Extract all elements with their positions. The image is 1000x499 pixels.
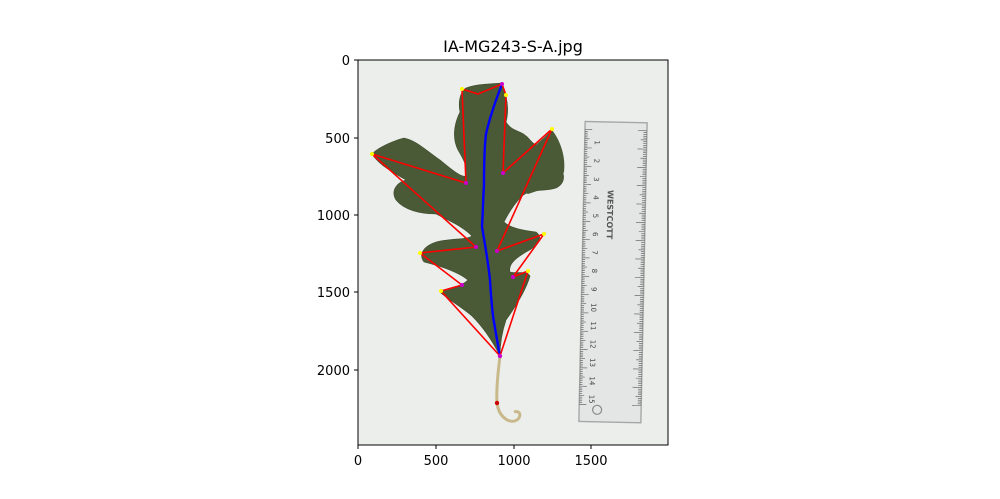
lobe-tip — [526, 269, 530, 273]
ruler-number: 15 — [587, 395, 595, 404]
x-tick-label: 0 — [354, 454, 362, 469]
sinus-point — [501, 171, 505, 175]
y-axis: 0 500 1000 1500 2000 — [317, 54, 358, 379]
ruler-number: 3 — [592, 177, 600, 182]
lobe-tip — [550, 127, 554, 131]
ruler-number: 11 — [589, 321, 597, 330]
ruler-number: 13 — [588, 358, 596, 367]
apex-point — [500, 82, 504, 86]
sinus-point — [460, 283, 464, 287]
ruler-number: 2 — [592, 159, 600, 164]
ruler-number: 8 — [590, 269, 598, 274]
x-axis: 0 500 1000 1500 — [354, 445, 608, 469]
x-tick-label: 1000 — [497, 454, 530, 469]
ruler-number: 6 — [591, 232, 599, 237]
y-tick-label: 2000 — [317, 364, 350, 379]
ruler-number: 7 — [590, 250, 598, 255]
plot-title: IA-MG243-S-A.jpg — [443, 37, 583, 56]
lobe-tip — [370, 152, 374, 156]
petiole-point — [494, 400, 500, 406]
ruler-number: 14 — [588, 376, 596, 386]
x-tick-label: 1500 — [574, 454, 607, 469]
sinus-point — [474, 245, 478, 249]
sinus-points — [460, 82, 515, 359]
y-tick-label: 500 — [325, 132, 350, 147]
ruler-number: 1 — [593, 140, 601, 145]
lobe-outline — [371, 82, 553, 357]
y-tick-label: 1500 — [317, 286, 350, 301]
x-tick-label: 500 — [424, 454, 449, 469]
y-tick-label: 1000 — [317, 209, 350, 224]
ruler-ticks — [579, 129, 647, 407]
ruler-number: 12 — [588, 340, 596, 349]
sinus-point — [495, 249, 499, 253]
sinus-point — [511, 275, 515, 279]
sinus-point — [464, 181, 468, 185]
ruler-body — [578, 120, 648, 424]
base-point — [497, 353, 503, 359]
axes-frame — [357, 59, 669, 446]
ruler-number: 9 — [590, 287, 598, 292]
ruler-number: 5 — [591, 214, 599, 219]
ruler-number: 4 — [591, 195, 599, 200]
ruler-brand: WESTCOTT — [605, 190, 615, 240]
lobe-tip — [542, 232, 546, 236]
ruler-hole — [592, 404, 603, 415]
lobe-tip — [460, 87, 464, 91]
ruler-number: 10 — [589, 303, 597, 312]
petiole — [495, 355, 522, 423]
leaf-right-lobe — [508, 130, 565, 194]
lobe-tip — [418, 251, 422, 255]
lobe-tip — [504, 93, 508, 97]
y-tick-label: 0 — [342, 54, 350, 69]
midrib-line — [480, 83, 504, 357]
lobe-tips — [370, 87, 554, 293]
lobe-tip — [439, 289, 443, 293]
